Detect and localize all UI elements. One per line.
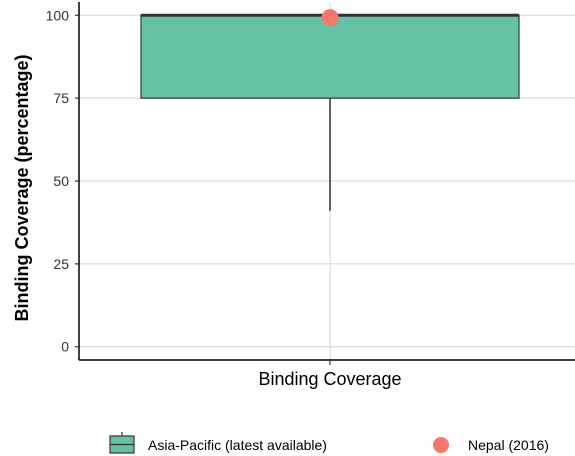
legend: Asia-Pacific (latest available) Nepal (2… [109,432,549,454]
legend-point-label: Nepal (2016) [468,437,549,453]
data-point-nepal [321,9,339,27]
y-tick-label: 75 [53,90,69,106]
legend-item-point: Nepal (2016) [433,437,549,453]
legend-box-label: Asia-Pacific (latest available) [148,437,327,453]
y-tick-label: 100 [46,7,70,23]
y-tick-labels: 0 25 50 75 100 [46,7,331,365]
y-tick-label: 0 [61,339,69,355]
y-axis-title: Binding Coverage (percentage) [12,54,32,321]
legend-point-marker [433,437,449,453]
legend-item-box: Asia-Pacific (latest available) [109,432,327,454]
box-layer [140,9,520,211]
x-axis-title: Binding Coverage [258,369,401,389]
y-tick-label: 50 [53,173,69,189]
y-tick-label: 25 [53,256,69,272]
box-body [140,14,520,99]
